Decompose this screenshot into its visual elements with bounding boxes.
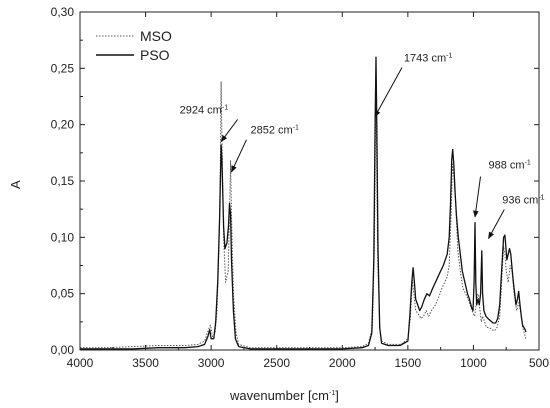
y-tick-label: 0,30 — [51, 5, 75, 19]
y-tick-label: 0,15 — [51, 174, 75, 188]
x-axis-title-sup: -1 — [329, 390, 335, 397]
annotation-label-2924: 2924 cm-1 — [180, 104, 229, 116]
annotation-label-1743: 1743 cm-1 — [404, 53, 453, 65]
annotation-arrow-2852 — [231, 139, 247, 173]
x-tick-label: 500 — [529, 356, 549, 370]
series-line-pso — [80, 56, 527, 350]
x-axis-ticks: 4000 3500 3000 2500 2000 1500 1000 500 — [67, 12, 549, 370]
annotation-arrow-1743 — [374, 67, 403, 118]
annotations: 2924 cm-1 2852 cm-1 1743 cm-1 988 cm-1 936 c… — [180, 53, 545, 240]
annotation-arrow-936 — [488, 209, 505, 240]
x-tick-label: 1500 — [395, 356, 422, 370]
x-axis-title-end: ] — [335, 388, 339, 403]
x-tick-label: 1000 — [460, 356, 487, 370]
y-axis-ticks: 0,00 0,05 0,10 0,15 0,20 0,25 0,30 — [51, 5, 539, 357]
x-tick-label: 4000 — [67, 356, 94, 370]
x-axis-title: wavenumber [cm-1] — [229, 388, 339, 403]
y-tick-label: 0,05 — [51, 287, 75, 301]
legend-label-pso: PSO — [140, 47, 170, 63]
series-layer — [80, 56, 527, 350]
x-tick-label: 3000 — [198, 356, 225, 370]
x-axis-title-main: wavenumber [cm — [229, 388, 329, 403]
y-tick-label: 0,25 — [51, 61, 75, 75]
series-line-mso — [80, 73, 527, 349]
x-tick-label: 2500 — [263, 356, 290, 370]
annotation-arrow-2924 — [220, 119, 239, 143]
legend: MSO PSO — [96, 28, 172, 63]
annotation-arrow-988 — [473, 176, 482, 218]
y-tick-label: 0,10 — [51, 230, 75, 244]
legend-label-mso: MSO — [140, 28, 172, 44]
y-tick-label: 0,20 — [51, 118, 75, 132]
annotation-label-988: 988 cm-1 — [489, 160, 531, 172]
annotation-label-2852: 2852 cm-1 — [250, 125, 299, 137]
x-tick-label: 2000 — [329, 356, 356, 370]
y-tick-label: 0,00 — [51, 343, 75, 357]
y-axis-title: A — [8, 180, 23, 189]
annotation-label-936: 936 cm-1 — [502, 195, 544, 207]
x-tick-label: 3500 — [132, 356, 159, 370]
